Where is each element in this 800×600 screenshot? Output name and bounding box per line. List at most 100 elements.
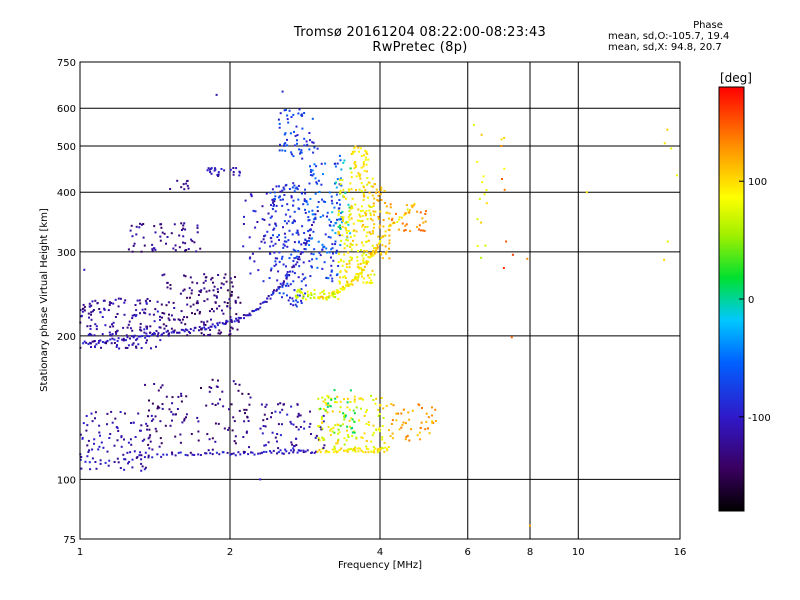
- data-point: [311, 266, 313, 269]
- data-point: [365, 254, 368, 256]
- data-point: [329, 433, 332, 436]
- data-point: [288, 274, 291, 277]
- data-point: [326, 405, 329, 408]
- data-point: [410, 428, 413, 431]
- data-point: [348, 206, 351, 209]
- data-point: [114, 316, 117, 318]
- data-point: [321, 421, 324, 424]
- data-point: [377, 408, 380, 411]
- data-point: [340, 259, 343, 262]
- data-point: [372, 202, 375, 205]
- data-point: [384, 251, 387, 254]
- data-point: [376, 243, 379, 246]
- data-point: [343, 443, 346, 446]
- data-point: [370, 206, 373, 209]
- data-point: [140, 454, 143, 457]
- data-point: [127, 344, 130, 347]
- data-point: [354, 203, 357, 206]
- data-point: [348, 218, 351, 221]
- data-point: [144, 466, 147, 469]
- data-point: [87, 451, 90, 453]
- data-point: [174, 244, 177, 247]
- data-point: [300, 280, 303, 283]
- data-point: [283, 244, 286, 247]
- x-axis-ticks: 1 2 4 6 8 10 16: [77, 547, 687, 558]
- data-point: [330, 269, 333, 272]
- data-point: [358, 175, 361, 178]
- data-point: [253, 453, 256, 456]
- data-point: [324, 201, 327, 203]
- data-point: [270, 267, 273, 270]
- data-point: [283, 143, 286, 146]
- data-point: [322, 200, 325, 203]
- data-point: [230, 293, 233, 296]
- data-point: [248, 403, 251, 406]
- data-point: [366, 225, 369, 228]
- data-point: [88, 332, 91, 335]
- data-point: [357, 250, 359, 253]
- data-point: [96, 302, 99, 304]
- data-point: [293, 241, 296, 244]
- data-point: [348, 210, 351, 213]
- data-point: [318, 425, 321, 428]
- data-point: [178, 331, 181, 334]
- data-point: [186, 303, 189, 306]
- data-point: [406, 208, 409, 211]
- data-point: [341, 221, 343, 224]
- data-point: [472, 123, 475, 126]
- data-point: [132, 342, 135, 345]
- data-point: [214, 440, 217, 443]
- data-point: [196, 231, 199, 234]
- data-point: [282, 292, 285, 295]
- data-point: [295, 231, 298, 234]
- data-point: [219, 332, 221, 335]
- data-point: [184, 453, 187, 456]
- data-point: [94, 323, 97, 326]
- data-point: [177, 451, 180, 454]
- data-point: [105, 340, 108, 343]
- data-point: [378, 413, 381, 415]
- data-point: [343, 275, 346, 278]
- data-point: [101, 341, 104, 343]
- data-point: [317, 240, 320, 243]
- data-point: [377, 217, 380, 220]
- data-point: [147, 415, 149, 418]
- data-point: [337, 432, 340, 435]
- data-point: [152, 418, 155, 421]
- data-point: [365, 260, 368, 263]
- data-point: [166, 286, 169, 289]
- data-point: [355, 230, 358, 233]
- data-point: [297, 276, 300, 279]
- data-point: [83, 268, 86, 271]
- data-point: [368, 181, 371, 184]
- data-point: [275, 224, 278, 227]
- data-point: [391, 217, 394, 220]
- data-point: [244, 314, 247, 317]
- data-point: [398, 216, 401, 219]
- data-point: [354, 161, 357, 163]
- data-point: [270, 412, 273, 414]
- data-point: [101, 316, 104, 318]
- data-point: [182, 241, 184, 244]
- data-point: [368, 205, 371, 208]
- data-point: [180, 321, 183, 324]
- data-point: [279, 282, 282, 285]
- data-point: [131, 314, 134, 317]
- data-point: [362, 257, 365, 260]
- data-point: [347, 434, 349, 437]
- data-point: [281, 255, 284, 258]
- data-point: [108, 301, 111, 304]
- data-point: [358, 447, 360, 450]
- data-point: [286, 138, 288, 141]
- data-point: [204, 323, 207, 326]
- data-point: [322, 447, 325, 449]
- data-point: [337, 230, 340, 233]
- data-point: [284, 448, 287, 451]
- data-point: [361, 275, 363, 278]
- data-point: [272, 198, 275, 201]
- data-point: [165, 324, 168, 327]
- data-point: [296, 290, 299, 293]
- data-point: [295, 296, 298, 299]
- data-point: [374, 249, 377, 252]
- data-point: [317, 296, 320, 299]
